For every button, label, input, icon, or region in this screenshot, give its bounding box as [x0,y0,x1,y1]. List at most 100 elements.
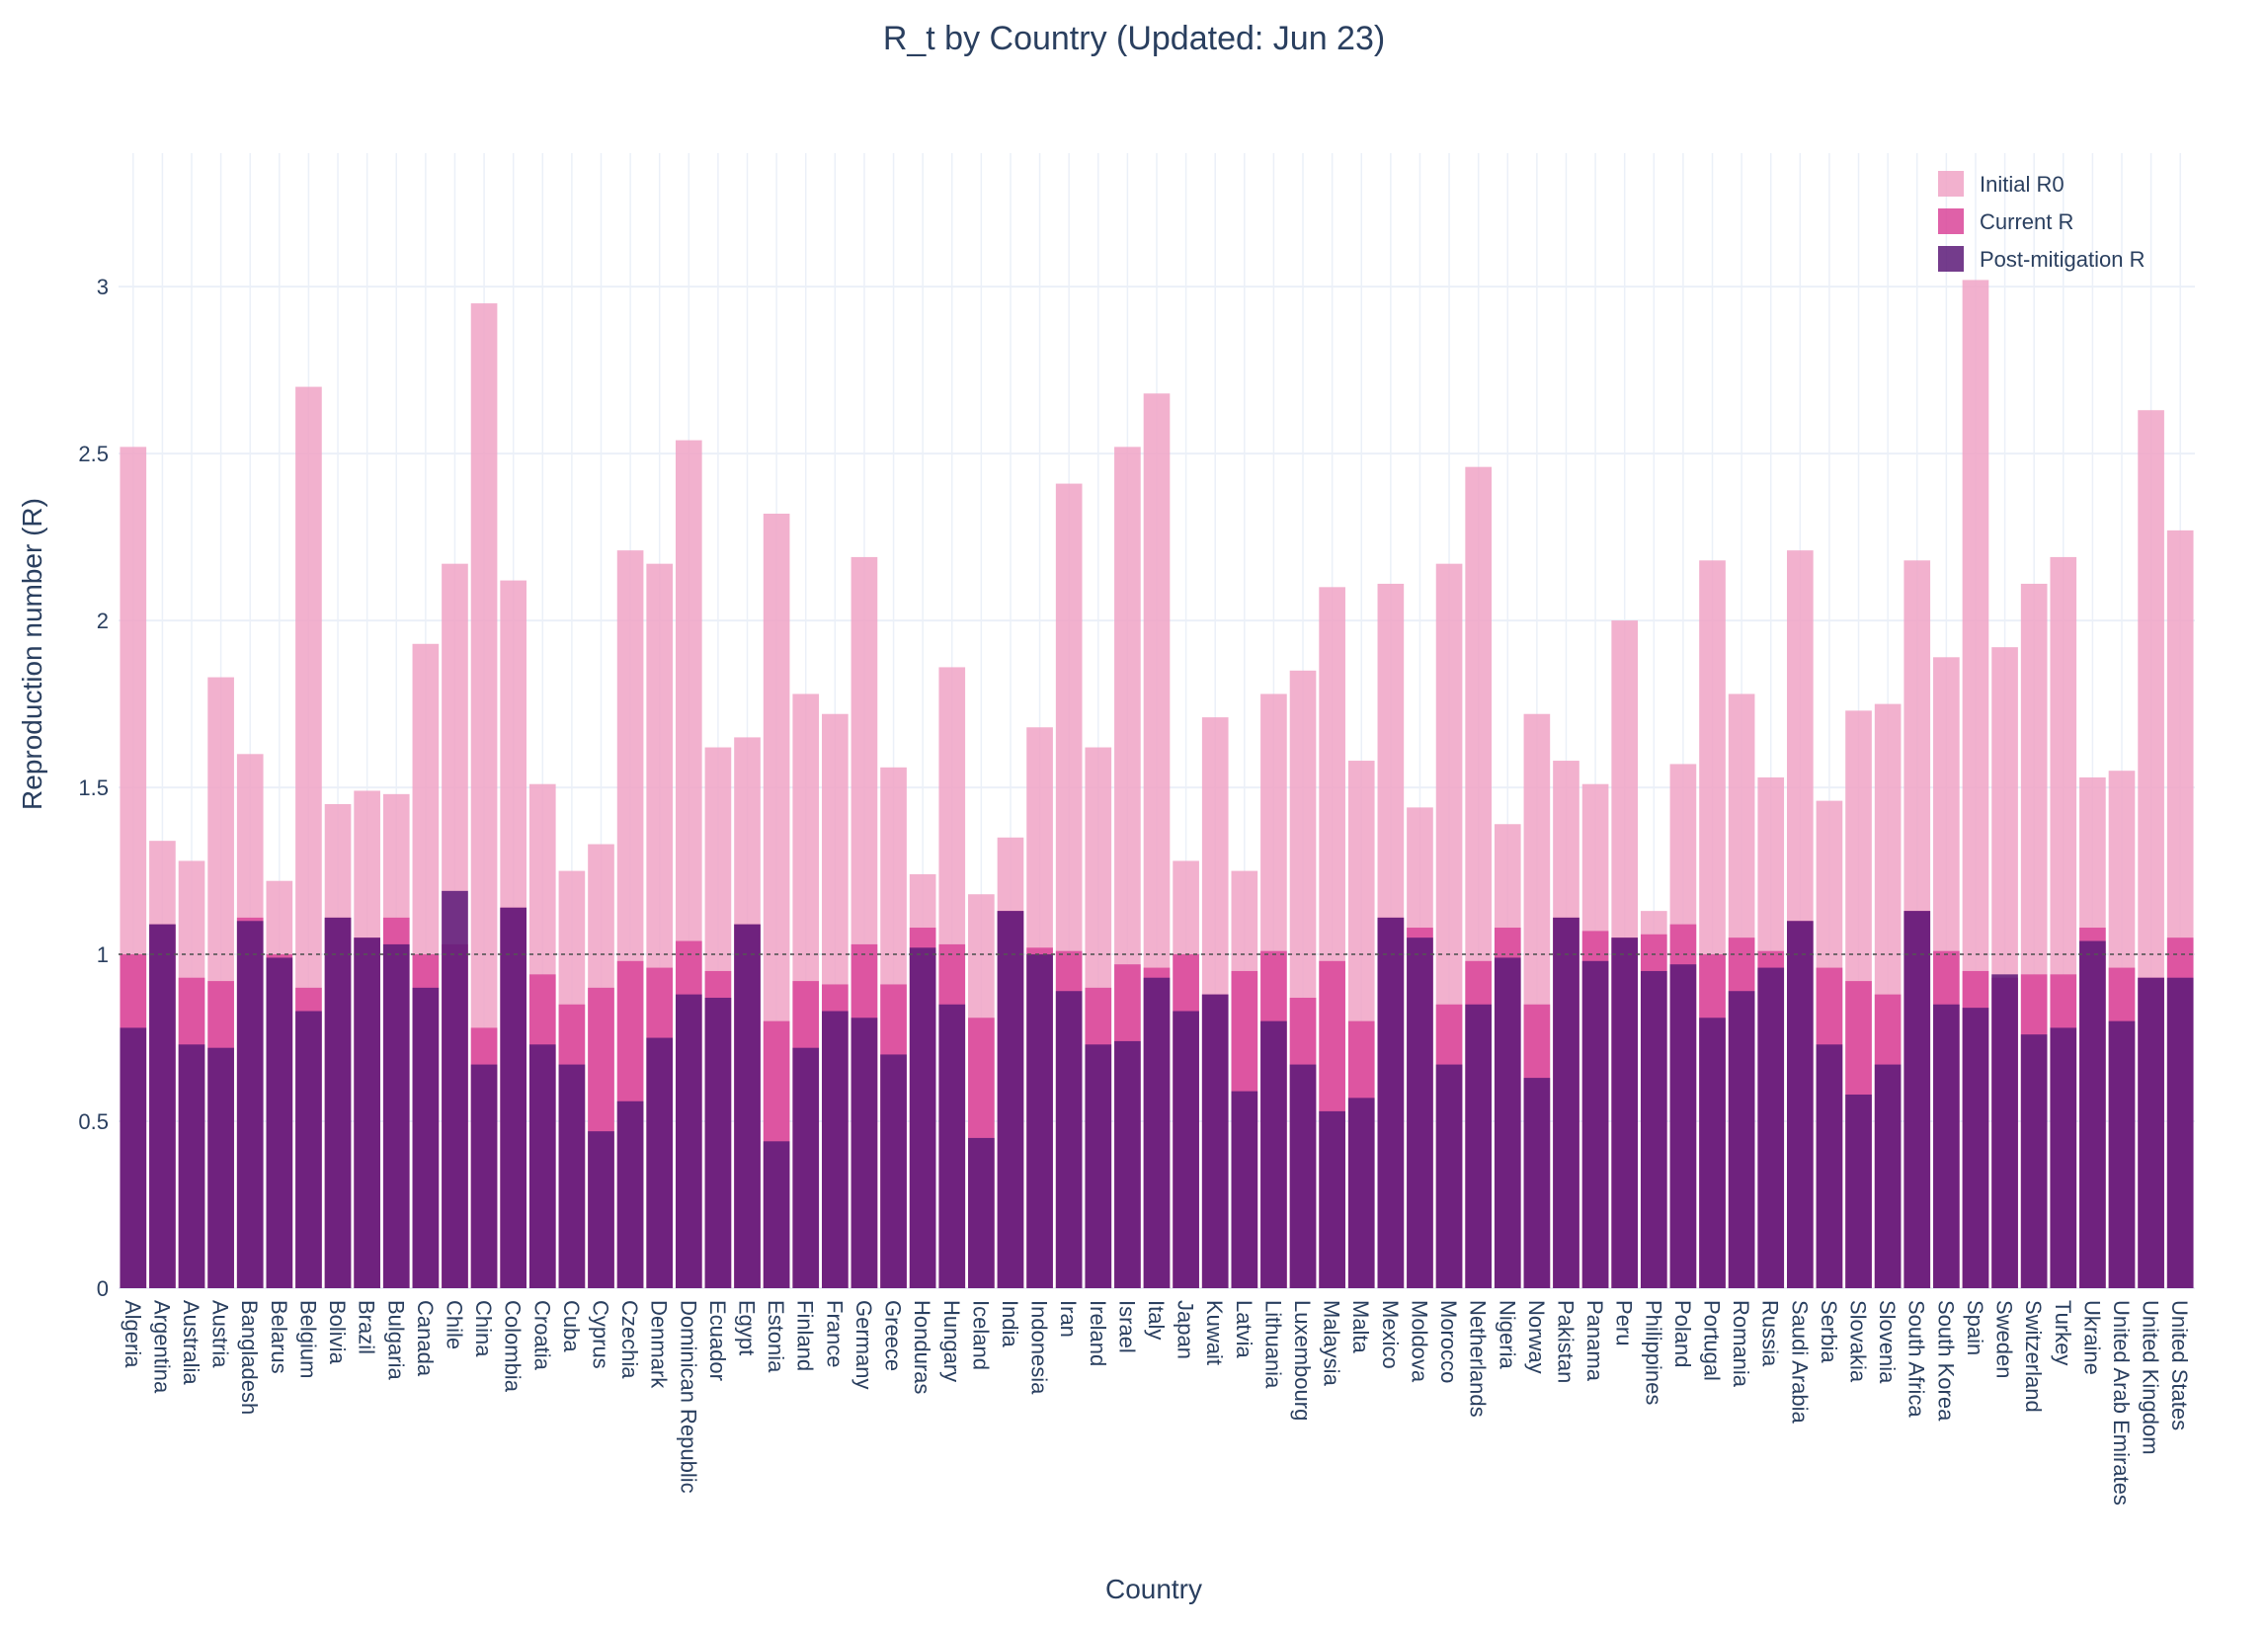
bar-post-mitigation-r-latvia[interactable] [1231,1091,1258,1288]
bar-post-mitigation-r-canada[interactable] [412,987,440,1288]
bar-post-mitigation-r-ireland[interactable] [1085,1044,1112,1288]
bar-post-mitigation-r-kuwait[interactable] [1201,994,1229,1288]
legend-label[interactable]: Initial R0 [1980,172,2065,197]
bar-post-mitigation-r-malta[interactable] [1347,1098,1375,1288]
legend-label[interactable]: Current R [1980,209,2073,234]
bar-post-mitigation-r-turkey[interactable] [2050,1027,2077,1288]
bar-post-mitigation-r-chile[interactable] [442,890,468,1288]
bar-post-mitigation-r-china[interactable] [470,1064,498,1288]
x-axis-ticks: Algeria Argentina Australia Austria Banglade… [121,1300,2192,1506]
bar-post-mitigation-r-croatia[interactable] [528,1044,556,1288]
bar-post-mitigation-r-peru[interactable] [1611,937,1639,1288]
bar-post-mitigation-r-cyprus[interactable] [588,1131,614,1288]
bar-post-mitigation-r-greece[interactable] [880,1054,907,1288]
bar-post-mitigation-r-malaysia[interactable] [1319,1110,1345,1288]
x-tick-label: South Korea [1933,1300,1958,1422]
bar-post-mitigation-r-bolivia[interactable] [324,917,352,1288]
bar-post-mitigation-r-cuba[interactable] [558,1064,586,1288]
bar-post-mitigation-r-poland[interactable] [1669,964,1697,1288]
x-tick-label: Israel [1114,1300,1139,1353]
x-tick-label: Lithuania [1260,1300,1285,1389]
x-tick-label: Belarus [267,1300,291,1374]
bar-post-mitigation-r-mexico[interactable] [1377,917,1405,1288]
bar-post-mitigation-r-argentina[interactable] [149,924,176,1288]
x-tick-label: Slovakia [1846,1300,1871,1383]
bar-post-mitigation-r-dominican-republic[interactable] [675,994,702,1288]
bar-post-mitigation-r-egypt[interactable] [734,924,761,1288]
bar-post-mitigation-r-france[interactable] [822,1011,849,1288]
bar-post-mitigation-r-united-arab-emirates[interactable] [2108,1020,2136,1288]
x-tick-label: Kuwait [1202,1300,1227,1365]
bar-post-mitigation-r-south-korea[interactable] [1933,1004,1960,1288]
bar-post-mitigation-r-nigeria[interactable] [1494,957,1521,1288]
x-tick-label: Malta [1348,1300,1373,1354]
bar-post-mitigation-r-bangladesh[interactable] [236,921,264,1288]
bar-post-mitigation-r-saudi-arabia[interactable] [1787,921,1814,1288]
x-tick-label: Malaysia [1320,1300,1344,1387]
bar-post-mitigation-r-colombia[interactable] [500,907,526,1288]
bar-post-mitigation-r-italy[interactable] [1143,977,1171,1288]
bar-post-mitigation-r-pakistan[interactable] [1553,917,1580,1288]
bar-post-mitigation-r-sweden[interactable] [1991,974,2018,1288]
bar-post-mitigation-r-lithuania[interactable] [1260,1020,1287,1288]
x-tick-label: Iran [1056,1300,1081,1338]
bar-post-mitigation-r-russia[interactable] [1757,967,1785,1288]
bar-post-mitigation-r-norway[interactable] [1523,1078,1551,1288]
x-tick-label: Nigeria [1495,1300,1519,1369]
bar-post-mitigation-r-india[interactable] [997,911,1024,1288]
bar-post-mitigation-r-serbia[interactable] [1816,1044,1843,1288]
bar-post-mitigation-r-morocco[interactable] [1435,1064,1463,1288]
x-tick-label: Serbia [1817,1300,1841,1363]
bar-post-mitigation-r-czechia[interactable] [616,1100,644,1288]
bar-post-mitigation-r-united-states[interactable] [2166,977,2194,1288]
bar-post-mitigation-r-moldova[interactable] [1407,937,1433,1288]
bar-post-mitigation-r-south-africa[interactable] [1904,911,1931,1288]
x-tick-label: Hungary [939,1300,964,1382]
bar-post-mitigation-r-austria[interactable] [207,1047,234,1288]
y-tick-label: 2.5 [78,442,109,466]
bar-post-mitigation-r-israel[interactable] [1114,1040,1141,1288]
x-tick-label: Cuba [559,1300,584,1352]
bar-post-mitigation-r-estonia[interactable] [763,1141,790,1288]
bar-post-mitigation-r-bulgaria[interactable] [382,943,410,1288]
bar-post-mitigation-r-ecuador[interactable] [704,997,732,1288]
bar-post-mitigation-r-slovenia[interactable] [1874,1064,1902,1288]
bar-post-mitigation-r-denmark[interactable] [646,1037,674,1288]
bar-post-mitigation-r-brazil[interactable] [354,937,380,1288]
bar-post-mitigation-r-luxembourg[interactable] [1289,1064,1317,1288]
y-axis-ticks: 0 0.5 1 1.5 2 2.5 3 [78,275,109,1301]
bar-post-mitigation-r-united-kingdom[interactable] [2138,977,2164,1288]
bar-post-mitigation-r-australia[interactable] [178,1044,205,1288]
bar-post-mitigation-r-honduras[interactable] [909,947,936,1288]
bar-post-mitigation-r-romania[interactable] [1728,991,1755,1288]
bar-post-mitigation-r-switzerland[interactable] [2020,1034,2048,1288]
x-tick-label: Dominican Republic [676,1300,700,1494]
bar-post-mitigation-r-finland[interactable] [792,1047,820,1288]
bar-post-mitigation-r-algeria[interactable] [120,1027,147,1288]
legend-swatch [1938,171,1964,197]
bar-post-mitigation-r-slovakia[interactable] [1845,1094,1872,1288]
bar-post-mitigation-r-japan[interactable] [1173,1011,1199,1288]
bar-post-mitigation-r-ukraine[interactable] [2079,940,2106,1288]
bar-post-mitigation-r-panama[interactable] [1581,960,1609,1288]
bar-post-mitigation-r-belgium[interactable] [295,1011,322,1288]
bar-post-mitigation-r-belarus[interactable] [266,957,293,1288]
x-tick-label: Morocco [1436,1300,1461,1383]
bar-post-mitigation-r-indonesia[interactable] [1026,954,1053,1288]
bar-post-mitigation-r-hungary[interactable] [938,1004,966,1288]
x-tick-label: Italy [1144,1300,1169,1340]
bar-post-mitigation-r-iceland[interactable] [968,1137,995,1288]
x-tick-label: Finland [793,1300,818,1371]
bar-post-mitigation-r-netherlands[interactable] [1465,1004,1492,1288]
x-tick-label: Ireland [1086,1300,1110,1366]
bar-post-mitigation-r-germany[interactable] [850,1018,878,1288]
x-tick-label: Slovenia [1875,1300,1900,1384]
x-tick-label: Pakistan [1553,1300,1578,1383]
bar-post-mitigation-r-philippines[interactable] [1640,970,1667,1288]
bar-post-mitigation-r-iran[interactable] [1055,991,1083,1288]
bar-post-mitigation-r-spain[interactable] [1962,1008,1989,1288]
x-tick-label: Switzerland [2021,1300,2046,1413]
bar-post-mitigation-r-portugal[interactable] [1699,1018,1726,1288]
legend-label[interactable]: Post-mitigation R [1980,247,2146,272]
x-tick-label: Saudi Arabia [1787,1300,1812,1425]
